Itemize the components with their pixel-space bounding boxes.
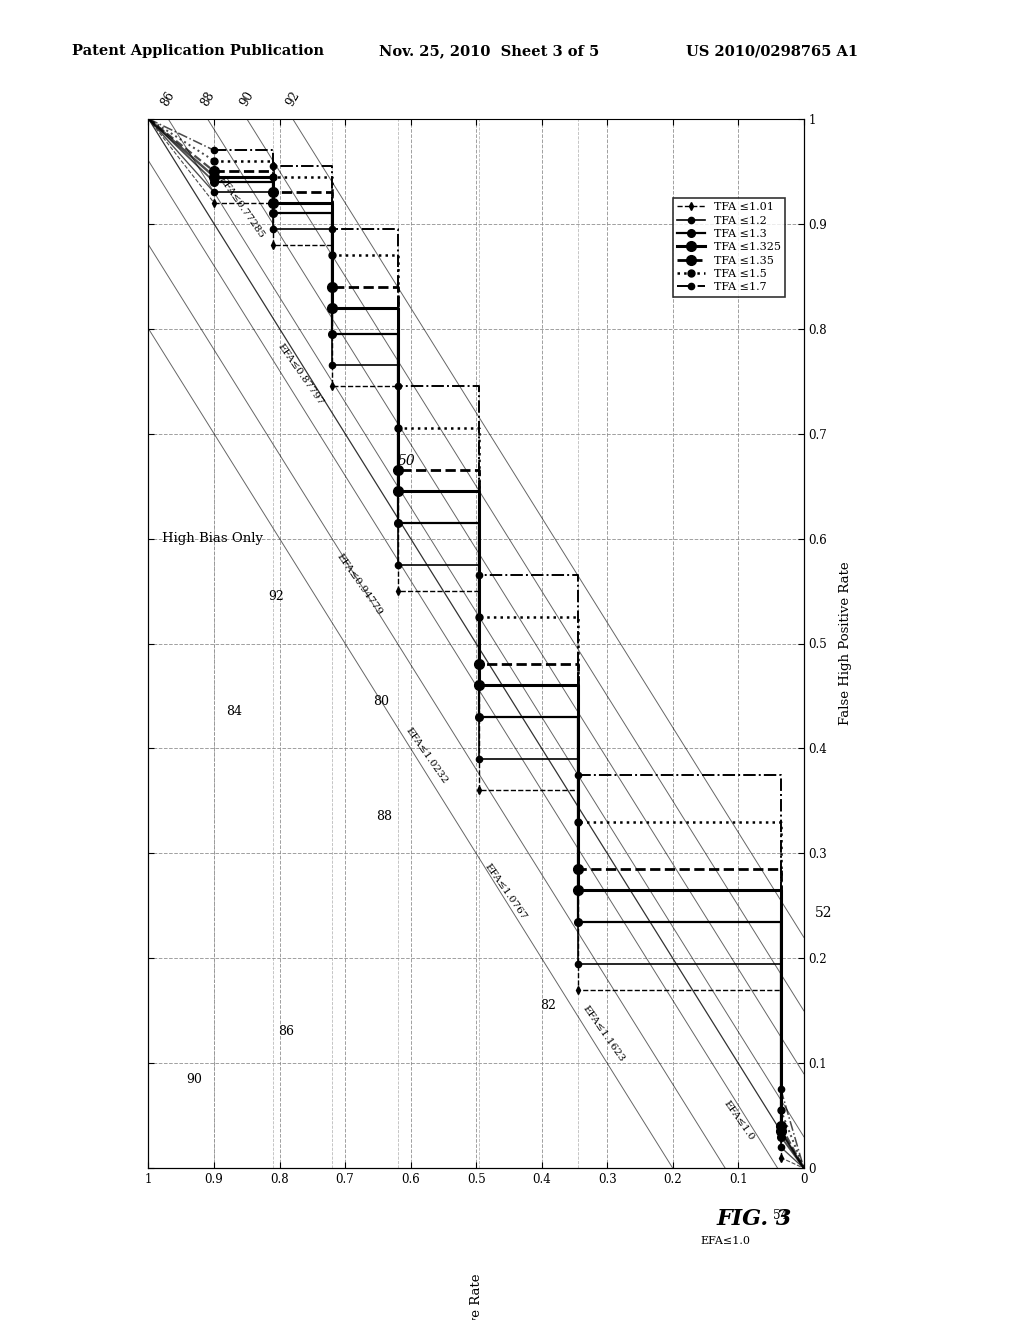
Text: Nov. 25, 2010  Sheet 3 of 5: Nov. 25, 2010 Sheet 3 of 5 bbox=[379, 45, 599, 58]
Text: 54: 54 bbox=[773, 1209, 788, 1221]
Text: EFA≤0.87797: EFA≤0.87797 bbox=[276, 342, 326, 408]
Text: True High ositive Rate: True High ositive Rate bbox=[470, 1272, 482, 1320]
Text: 92: 92 bbox=[268, 590, 284, 603]
Text: 50: 50 bbox=[397, 454, 416, 469]
Text: EFA≤1.0232: EFA≤1.0232 bbox=[404, 726, 450, 785]
Text: US 2010/0298765 A1: US 2010/0298765 A1 bbox=[686, 45, 858, 58]
Text: EFA≤0.77285: EFA≤0.77285 bbox=[217, 174, 266, 239]
Text: EFA≤1.1623: EFA≤1.1623 bbox=[581, 1003, 627, 1064]
Text: Patent Application Publication: Patent Application Publication bbox=[72, 45, 324, 58]
Text: 82: 82 bbox=[541, 999, 556, 1012]
Text: 80: 80 bbox=[373, 694, 389, 708]
Text: 92: 92 bbox=[284, 88, 302, 108]
Y-axis label: False High Positive Rate: False High Positive Rate bbox=[839, 562, 852, 725]
Text: EFA≤1.0: EFA≤1.0 bbox=[700, 1236, 751, 1246]
Text: 88: 88 bbox=[377, 810, 392, 824]
Text: 86: 86 bbox=[279, 1026, 294, 1039]
Text: 86: 86 bbox=[159, 88, 177, 108]
Text: High Bias Only: High Bias Only bbox=[162, 532, 262, 545]
Text: 52: 52 bbox=[815, 907, 833, 920]
Text: EFA≤1.0767: EFA≤1.0767 bbox=[482, 862, 528, 921]
Text: 90: 90 bbox=[238, 88, 256, 108]
Text: EFA≤0.94779: EFA≤0.94779 bbox=[335, 552, 384, 618]
Text: EFA≤1.0: EFA≤1.0 bbox=[722, 1098, 756, 1142]
Text: 88: 88 bbox=[199, 88, 217, 108]
Text: FIG. 3: FIG. 3 bbox=[717, 1208, 793, 1230]
Text: 90: 90 bbox=[186, 1073, 203, 1085]
Text: 84: 84 bbox=[225, 705, 242, 718]
Legend: TFA ≤1.01, TFA ≤1.2, TFA ≤1.3, TFA ≤1.325, TFA ≤1.35, TFA ≤1.5, TFA ≤1.7: TFA ≤1.01, TFA ≤1.2, TFA ≤1.3, TFA ≤1.32… bbox=[673, 198, 785, 297]
